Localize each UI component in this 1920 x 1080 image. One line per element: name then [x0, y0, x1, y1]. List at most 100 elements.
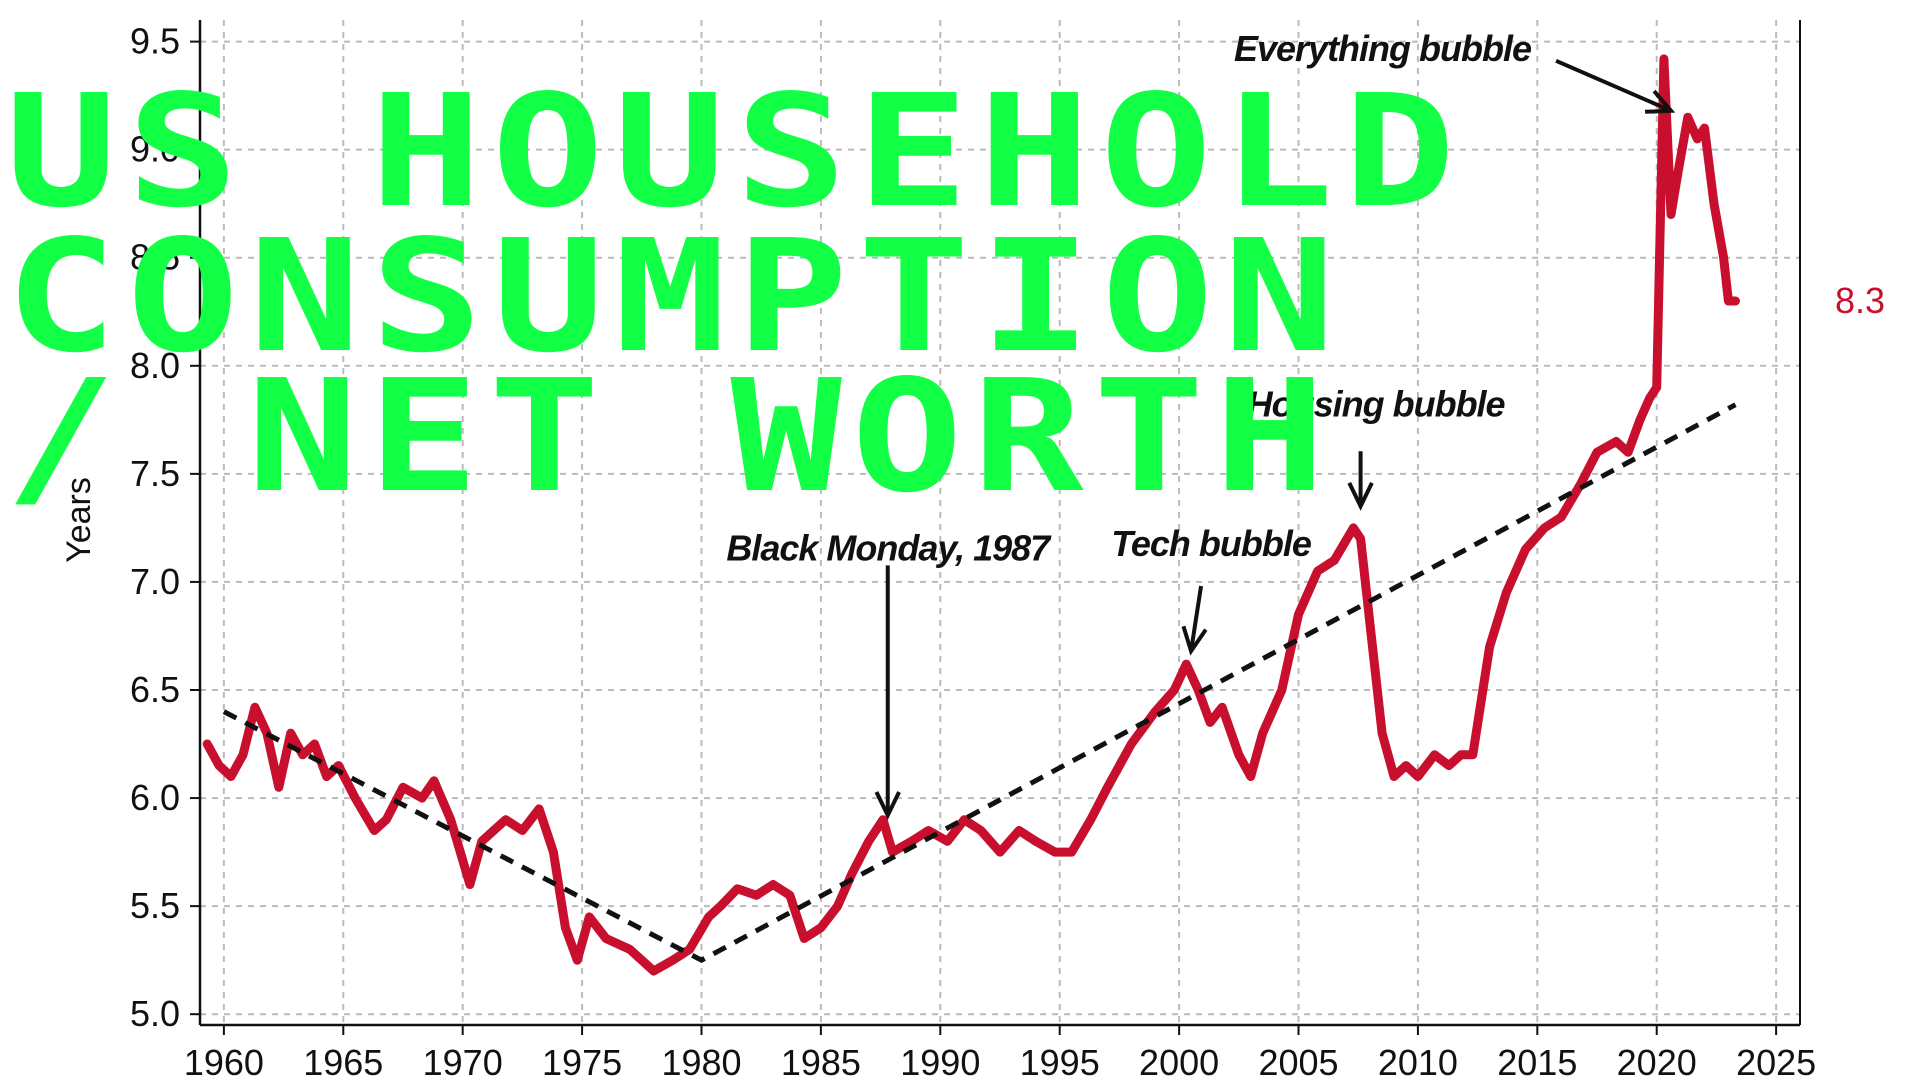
data-point — [311, 740, 319, 748]
data-point — [996, 848, 1004, 856]
data-point — [1636, 416, 1644, 424]
x-tick-label: 1975 — [542, 1042, 622, 1080]
y-tick-label: 5.5 — [130, 885, 180, 926]
data-point — [1521, 546, 1529, 554]
data-point — [865, 837, 873, 845]
data-point — [1502, 589, 1510, 597]
data-point — [1660, 55, 1668, 63]
annotation-label: Black Monday, 1987 — [726, 527, 1052, 568]
y-tick-label: 6.0 — [130, 777, 180, 818]
data-point — [686, 945, 694, 953]
y-tick-label: 5.0 — [130, 993, 180, 1034]
data-point — [490, 826, 498, 834]
data-point — [399, 783, 407, 791]
data-point — [239, 751, 247, 759]
data-point — [1295, 610, 1303, 618]
data-point — [1540, 524, 1548, 532]
data-point — [1357, 535, 1365, 543]
data-point — [1068, 848, 1076, 856]
y-tick-label: 8.0 — [130, 345, 180, 386]
data-point — [752, 891, 760, 899]
data-point — [1724, 297, 1732, 305]
x-tick-label: 2005 — [1258, 1042, 1338, 1080]
data-point — [1612, 437, 1620, 445]
y-axis-label: Years — [60, 477, 98, 563]
grid — [200, 20, 1800, 1025]
data-point — [215, 762, 223, 770]
data-point — [1032, 837, 1040, 845]
x-tick-label: 1980 — [661, 1042, 741, 1080]
data-point — [943, 837, 951, 845]
data-point — [800, 935, 808, 943]
series-line — [202, 54, 1740, 976]
data-point — [203, 740, 211, 748]
data-point — [275, 783, 283, 791]
data-point — [786, 891, 794, 899]
x-tick-label: 1990 — [900, 1042, 980, 1080]
data-point — [382, 816, 390, 824]
y-tick-label: 7.0 — [130, 561, 180, 602]
data-point — [1469, 751, 1477, 759]
x-tick-label: 1970 — [423, 1042, 503, 1080]
data-point — [335, 762, 343, 770]
annotation-arrow — [1189, 585, 1204, 652]
data-point — [1445, 762, 1453, 770]
data-point — [908, 837, 916, 845]
data-point — [299, 751, 307, 759]
data-point — [1457, 751, 1465, 759]
data-point — [418, 794, 426, 802]
data-point — [1366, 621, 1374, 629]
annotation-label: Everything bubble — [1234, 28, 1532, 69]
data-point — [1127, 740, 1135, 748]
data-point — [351, 794, 359, 802]
annotation-arrowhead — [1347, 482, 1374, 511]
x-tick-label: 1995 — [1020, 1042, 1100, 1080]
data-point — [549, 848, 557, 856]
data-point — [430, 777, 438, 785]
annotation-arrowhead — [1644, 89, 1676, 114]
y-tick-label: 9.5 — [130, 21, 180, 62]
last-value-label: 8.3 — [1835, 280, 1885, 321]
data-point — [287, 729, 295, 737]
title-line-1: US HOUSEHOLD — [5, 61, 1465, 242]
annotation-arrow — [1555, 58, 1672, 113]
data-point — [705, 913, 713, 921]
data-point — [1646, 394, 1654, 402]
data-point — [1170, 686, 1178, 694]
data-point — [251, 703, 259, 711]
data-point — [1390, 772, 1398, 780]
data-point — [602, 935, 610, 943]
x-tick-label: 2010 — [1378, 1042, 1458, 1080]
title-line-2: CONSUMPTION — [5, 206, 1345, 387]
data-point — [1378, 729, 1386, 737]
data-point — [323, 772, 331, 780]
x-tick-label: 1985 — [781, 1042, 861, 1080]
data-point — [817, 924, 825, 932]
data-point — [1414, 772, 1422, 780]
data-point — [1693, 135, 1701, 143]
data-point — [1278, 686, 1286, 694]
data-point — [1431, 751, 1439, 759]
y-tick-label: 7.5 — [130, 453, 180, 494]
x-tick-label: 2015 — [1497, 1042, 1577, 1080]
data-point — [227, 772, 235, 780]
trend-line — [222, 402, 1737, 964]
x-tick-label: 2020 — [1617, 1042, 1697, 1080]
data-point — [561, 924, 569, 932]
x-tick-label: 2000 — [1139, 1042, 1219, 1080]
data-point — [650, 967, 658, 975]
data-point — [1015, 826, 1023, 834]
data-point — [669, 956, 677, 964]
data-point — [769, 881, 777, 889]
data-point — [1557, 513, 1565, 521]
annotation-arrowhead — [874, 791, 901, 820]
data-point — [1402, 762, 1410, 770]
data-point — [478, 837, 486, 845]
data-point — [717, 902, 725, 910]
data-point — [1182, 660, 1190, 668]
data-point — [848, 870, 856, 878]
annotation-label: Tech bubble — [1111, 523, 1312, 564]
data-point — [466, 881, 474, 889]
data-point — [960, 816, 968, 824]
x-tick-label: 2025 — [1736, 1042, 1816, 1080]
